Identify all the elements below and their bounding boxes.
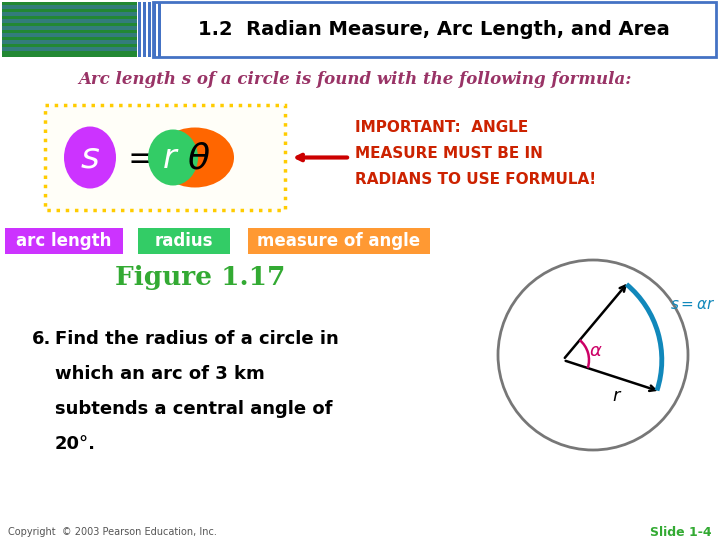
Text: Slide 1-4: Slide 1-4 <box>650 525 712 538</box>
Text: Arc length s of a circle is found with the following formula:: Arc length s of a circle is found with t… <box>78 71 631 89</box>
FancyBboxPatch shape <box>45 105 285 210</box>
Bar <box>2 5 137 9</box>
Bar <box>148 2 151 57</box>
Bar <box>2 19 137 23</box>
Bar <box>2 40 137 44</box>
Bar <box>153 2 156 57</box>
Text: $s$: $s$ <box>80 140 100 174</box>
Text: Figure 1.17: Figure 1.17 <box>114 266 285 291</box>
Ellipse shape <box>156 127 234 187</box>
Text: $s = \alpha r$: $s = \alpha r$ <box>670 297 716 312</box>
Text: radius: radius <box>155 232 213 250</box>
Text: $r$: $r$ <box>162 142 180 175</box>
Bar <box>5 228 123 254</box>
Text: measure of angle: measure of angle <box>258 232 420 250</box>
Bar <box>2 2 137 57</box>
Text: $\alpha$: $\alpha$ <box>589 342 603 360</box>
Text: $r$: $r$ <box>612 387 622 404</box>
Bar <box>158 2 161 57</box>
Bar <box>2 12 137 16</box>
Text: 20°.: 20°. <box>55 435 96 453</box>
Text: which an arc of 3 km: which an arc of 3 km <box>55 365 265 383</box>
Bar <box>2 47 137 51</box>
Text: MEASURE MUST BE IN: MEASURE MUST BE IN <box>355 145 543 160</box>
Ellipse shape <box>148 130 198 186</box>
Text: 1.2  Radian Measure, Arc Length, and Area: 1.2 Radian Measure, Arc Length, and Area <box>198 20 670 39</box>
Text: arc length: arc length <box>17 232 112 250</box>
Text: $=$: $=$ <box>120 141 153 174</box>
Bar <box>143 2 146 57</box>
Text: subtends a central angle of: subtends a central angle of <box>55 400 333 418</box>
Text: RADIANS TO USE FORMULA!: RADIANS TO USE FORMULA! <box>355 172 596 186</box>
Bar <box>248 228 430 254</box>
Bar <box>2 33 137 37</box>
Text: 6.: 6. <box>32 330 51 348</box>
Bar <box>138 2 141 57</box>
Text: Copyright  © 2003 Pearson Education, Inc.: Copyright © 2003 Pearson Education, Inc. <box>8 527 217 537</box>
Text: $\theta$: $\theta$ <box>187 141 211 176</box>
Bar <box>2 26 137 30</box>
Text: Find the radius of a circle in: Find the radius of a circle in <box>55 330 338 348</box>
Ellipse shape <box>64 126 116 188</box>
Text: IMPORTANT:  ANGLE: IMPORTANT: ANGLE <box>355 119 528 134</box>
FancyBboxPatch shape <box>153 2 716 57</box>
Bar <box>138 228 230 254</box>
